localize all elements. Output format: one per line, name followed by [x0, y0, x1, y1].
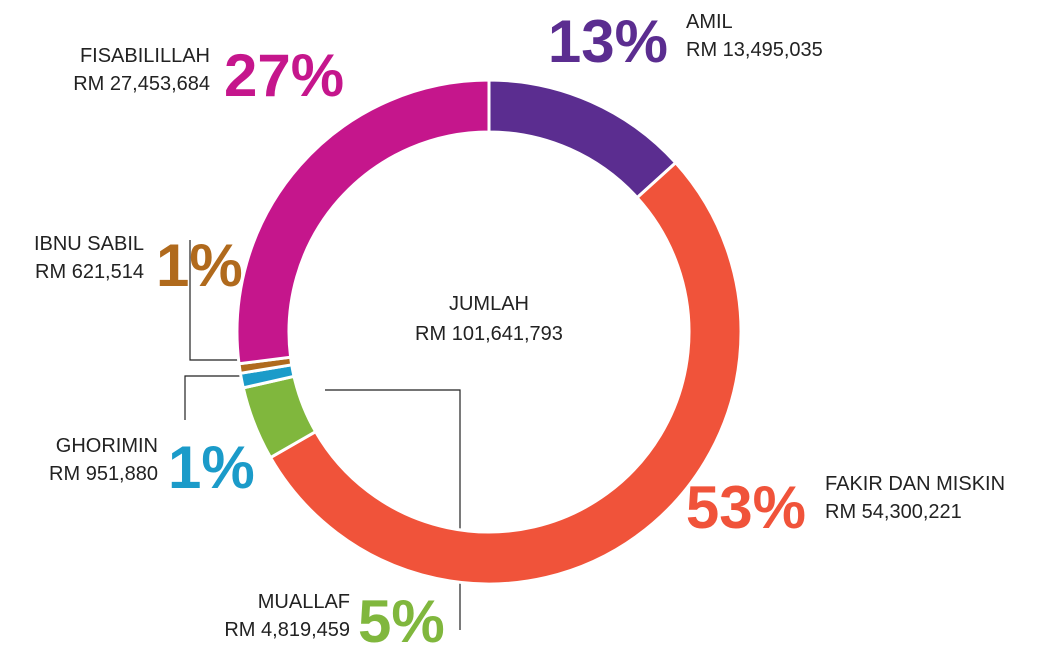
- percent-label: 1%: [156, 232, 243, 299]
- leader-line: [189, 240, 240, 361]
- segment-label: MUALLAF: [258, 591, 350, 613]
- value-label: RM 621,514: [35, 261, 144, 283]
- segment-label: IBNU SABIL: [34, 233, 144, 255]
- leader-line: [184, 375, 244, 420]
- percent-label: 27%: [224, 42, 344, 109]
- segment-label: AMIL: [686, 11, 733, 33]
- segment-label: FISABILILLAH: [80, 45, 210, 67]
- value-label: RM 951,880: [49, 463, 158, 485]
- donut-segment: [268, 160, 743, 586]
- donut-segment: [235, 78, 491, 366]
- value-label: RM 27,453,684: [73, 73, 210, 95]
- value-label: RM 13,495,035: [686, 39, 823, 61]
- percent-label: 53%: [686, 474, 806, 541]
- segment-label: GHORIMIN: [56, 435, 158, 457]
- value-label: RM 54,300,221: [825, 501, 962, 523]
- percent-label: 1%: [168, 434, 255, 501]
- total-label: RM 101,641,793: [415, 323, 563, 345]
- donut-segment: [487, 78, 678, 200]
- percent-label: 13%: [548, 8, 668, 75]
- value-label: RM 4,819,459: [224, 619, 350, 641]
- center-label: JUMLAH: [449, 293, 529, 315]
- percent-label: 5%: [358, 588, 445, 650]
- segment-label: FAKIR DAN MISKIN: [825, 473, 1005, 495]
